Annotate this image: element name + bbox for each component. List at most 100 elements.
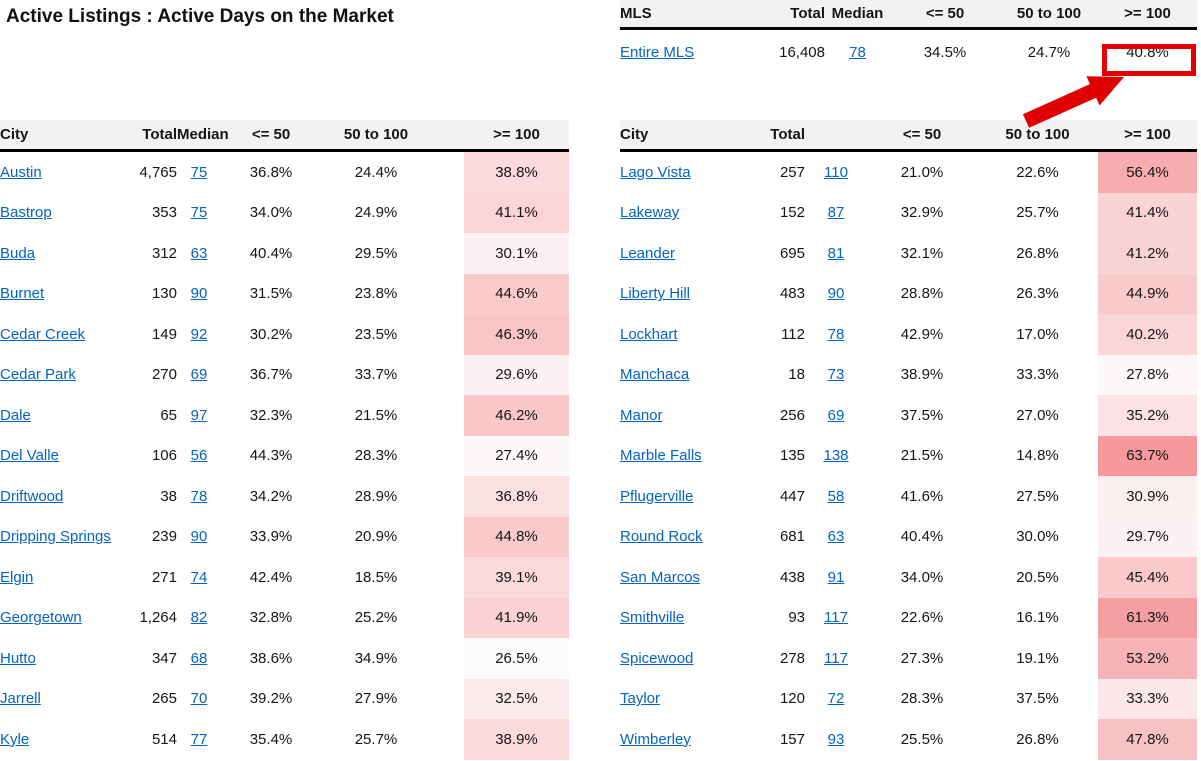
city-link[interactable]: Dripping Springs	[0, 528, 111, 546]
city-link[interactable]: Driftwood	[0, 487, 64, 505]
median-link[interactable]: 68	[190, 649, 208, 667]
city-link[interactable]: Buda	[0, 244, 36, 262]
name-cell: Burnet	[0, 274, 135, 315]
50to100-cell: 21.5%	[354, 406, 398, 424]
median-link[interactable]: 74	[190, 568, 208, 586]
total-cell: 312	[151, 244, 177, 262]
median-link[interactable]: 75	[190, 204, 208, 222]
city-link[interactable]: Cedar Park	[0, 366, 76, 384]
city-link[interactable]: Smithville	[620, 609, 685, 627]
median-link[interactable]: 78	[190, 487, 208, 505]
median-link[interactable]: 78	[849, 43, 866, 61]
total-cell: 16,408	[779, 43, 825, 61]
median-link[interactable]: 90	[190, 528, 208, 546]
table-row: Liberty Hill 483 90 28.8% 26.3% 44.9%	[620, 273, 1197, 314]
50to100-cell: 14.8%	[1016, 447, 1059, 465]
name-cell: Dripping Springs	[0, 517, 135, 558]
le50-cell: 39.2%	[249, 690, 293, 708]
city-link[interactable]: Taylor	[620, 690, 661, 708]
city-link[interactable]: Hutto	[0, 649, 36, 667]
median-link[interactable]: 56	[190, 447, 208, 465]
name-cell: San Marcos	[620, 557, 760, 598]
right-city-table: City Total <= 50 50 to 100 >= 100 Lago V…	[620, 120, 1197, 760]
total-cell: 483	[779, 285, 805, 303]
median-link[interactable]: 87	[827, 204, 845, 222]
median-link[interactable]: 72	[827, 690, 845, 708]
median-link[interactable]: 75	[190, 163, 208, 181]
median-link[interactable]: 70	[190, 690, 208, 708]
city-link[interactable]: Cedar Creek	[0, 325, 86, 343]
ge100-cell: 41.2%	[1098, 233, 1197, 274]
median-cell: 56	[177, 436, 221, 477]
col-header-median: Median	[825, 0, 890, 30]
city-link[interactable]: Leander	[620, 244, 676, 262]
city-link[interactable]: Pflugerville	[620, 487, 694, 505]
median-link[interactable]: 69	[827, 406, 845, 424]
50to100-cell: 26.3%	[1016, 285, 1059, 303]
city-link[interactable]: Round Rock	[620, 528, 703, 546]
table-row: Lockhart 112 78 42.9% 17.0% 40.2%	[620, 314, 1197, 355]
table-row: Taylor 120 72 28.3% 37.5% 33.3%	[620, 678, 1197, 719]
median-link[interactable]: 91	[827, 568, 845, 586]
median-cell: 97	[177, 395, 221, 436]
city-link[interactable]: Kyle	[0, 730, 30, 748]
median-link[interactable]: 93	[827, 730, 845, 748]
ge100-cell: 39.1%	[464, 557, 569, 598]
city-link[interactable]: Lockhart	[620, 325, 678, 343]
50to100-cell: 24.7%	[1027, 43, 1071, 61]
city-link[interactable]: Elgin	[0, 568, 34, 586]
city-link[interactable]: Spicewood	[620, 649, 694, 667]
ge100-cell: 38.8%	[464, 150, 569, 193]
le50-cell: 34.2%	[249, 487, 293, 505]
median-cell: 87	[805, 193, 867, 234]
city-link[interactable]: Austin	[0, 163, 42, 181]
city-link[interactable]: Lago Vista	[620, 163, 691, 181]
median-link[interactable]: 110	[824, 163, 848, 181]
median-link[interactable]: 78	[827, 325, 845, 343]
median-link[interactable]: 117	[824, 649, 848, 667]
city-link[interactable]: San Marcos	[620, 568, 701, 586]
city-link[interactable]: Jarrell	[0, 690, 41, 708]
city-link[interactable]: Wimberley	[620, 730, 691, 748]
entire-mls-link[interactable]: Entire MLS	[620, 43, 695, 61]
median-cell: 77	[177, 719, 221, 760]
50to100-cell: 26.8%	[1016, 730, 1059, 748]
name-cell: Manor	[620, 395, 760, 436]
name-cell: Smithville	[620, 598, 760, 639]
50to100-cell: 19.1%	[1016, 649, 1059, 667]
city-link[interactable]: Lakeway	[620, 204, 680, 222]
median-link[interactable]: 77	[190, 730, 208, 748]
ge100-cell: 30.1%	[464, 233, 569, 274]
city-link[interactable]: Burnet	[0, 285, 45, 303]
median-link[interactable]: 63	[190, 244, 208, 262]
median-link[interactable]: 63	[827, 528, 845, 546]
le50-cell: 21.0%	[900, 163, 944, 181]
median-link[interactable]: 97	[190, 406, 208, 424]
city-link[interactable]: Del Valle	[0, 447, 59, 465]
total-cell: 347	[151, 649, 177, 667]
median-link[interactable]: 138	[823, 447, 849, 465]
ge100-cell: 40.2%	[1098, 314, 1197, 355]
median-link[interactable]: 92	[190, 325, 208, 343]
city-link[interactable]: Manchaca	[620, 366, 690, 384]
city-link[interactable]: Liberty Hill	[620, 285, 691, 303]
le50-cell: 25.5%	[900, 730, 944, 748]
median-link[interactable]: 81	[827, 244, 845, 262]
median-link[interactable]: 58	[827, 487, 845, 505]
city-link[interactable]: Manor	[620, 406, 663, 424]
median-link[interactable]: 117	[824, 609, 848, 627]
city-link[interactable]: Dale	[0, 406, 31, 424]
spacer-cell	[431, 192, 464, 233]
median-link[interactable]: 90	[190, 285, 208, 303]
median-link[interactable]: 82	[190, 609, 208, 627]
median-link[interactable]: 90	[827, 285, 845, 303]
median-link[interactable]: 73	[827, 366, 845, 384]
col-header-total: Total	[135, 120, 177, 152]
table-row: Spicewood 278 117 27.3% 19.1% 53.2%	[620, 638, 1197, 679]
city-link[interactable]: Bastrop	[0, 204, 52, 222]
city-link[interactable]: Georgetown	[0, 609, 82, 627]
median-link[interactable]: 69	[190, 366, 208, 384]
name-cell: Wimberley	[620, 719, 760, 760]
city-link[interactable]: Marble Falls	[620, 447, 702, 465]
ge100-cell: 36.8%	[464, 476, 569, 517]
